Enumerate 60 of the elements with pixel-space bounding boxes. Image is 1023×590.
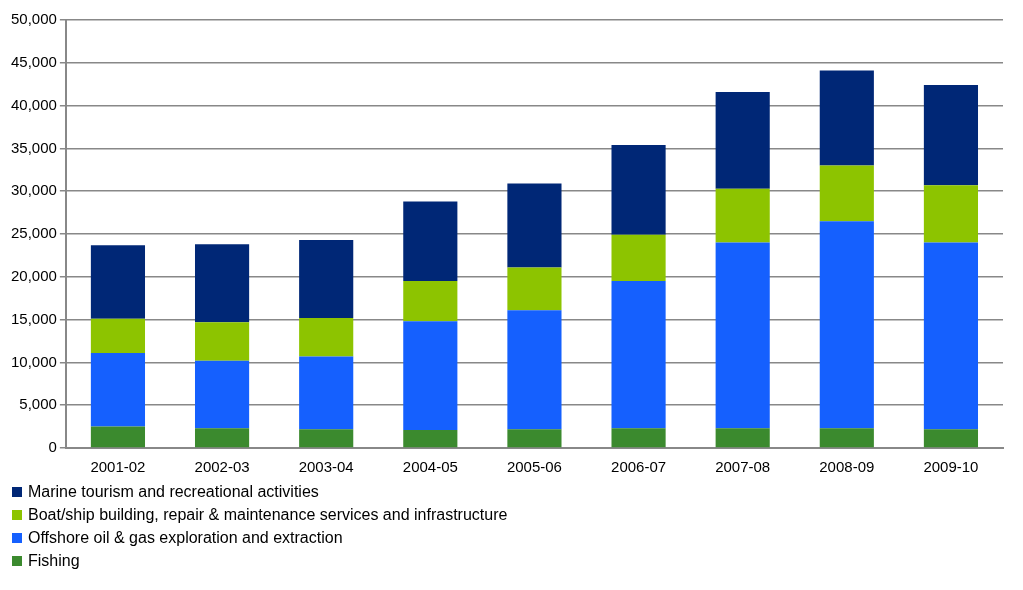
bar — [923, 242, 979, 430]
bar — [715, 428, 770, 448]
bar — [715, 242, 770, 429]
bar — [299, 317, 354, 357]
bar — [819, 70, 874, 166]
legend-label: Marine tourism and recreational activities — [28, 482, 319, 502]
bar — [90, 426, 146, 448]
bar — [299, 429, 354, 448]
bar — [923, 85, 979, 186]
y-tick-label: 45,000 — [10, 52, 57, 70]
y-tick-label: 25,000 — [10, 224, 57, 242]
bar — [507, 267, 562, 311]
bar — [299, 239, 354, 318]
y-tick-label: 5,000 — [19, 395, 57, 413]
bar — [194, 322, 250, 361]
bar — [923, 185, 979, 243]
y-tick-label: 35,000 — [10, 138, 57, 156]
bar — [90, 318, 146, 353]
x-tick-label: 2001-02 — [90, 458, 146, 476]
bar — [403, 430, 458, 448]
x-tick-label: 2004-05 — [402, 458, 458, 476]
bar — [611, 281, 666, 429]
x-tick-label: 2009-10 — [923, 458, 979, 476]
y-tick-label: 40,000 — [10, 95, 57, 113]
bar — [299, 356, 354, 430]
bar — [90, 352, 146, 427]
y-tick-label: 20,000 — [10, 266, 57, 284]
x-tick-label: 2003-04 — [298, 458, 354, 476]
bar — [507, 183, 562, 268]
x-tick-label: 2008-09 — [819, 458, 875, 476]
bar — [507, 310, 562, 430]
bar — [611, 144, 666, 235]
x-tick-label: 2007-08 — [715, 458, 771, 476]
y-tick-label: 10,000 — [10, 352, 57, 370]
bar — [819, 221, 874, 429]
y-tick-label: 0 — [48, 438, 57, 456]
y-tick-label: 15,000 — [10, 309, 57, 327]
bar — [194, 428, 250, 448]
bar — [403, 321, 458, 431]
bar — [403, 281, 458, 322]
bar — [507, 429, 562, 448]
bar — [819, 428, 874, 448]
bar — [923, 429, 979, 448]
bar — [611, 234, 666, 282]
bar — [90, 245, 146, 319]
y-tick-label: 50,000 — [10, 10, 57, 28]
legend-label: Boat/ship building, repair & maintenance services and infrastructure — [28, 505, 508, 525]
bar — [403, 201, 458, 282]
bar — [611, 428, 666, 448]
bar — [819, 165, 874, 222]
x-tick-label: 2006-07 — [611, 458, 667, 476]
y-tick-label: 30,000 — [10, 181, 57, 199]
bar — [715, 188, 770, 243]
x-tick-label: 2005-06 — [506, 458, 562, 476]
legend-label: Offshore oil & gas exploration and extraction — [28, 528, 343, 548]
bar — [715, 91, 770, 189]
bar — [194, 244, 250, 323]
bar — [194, 360, 250, 429]
legend-label: Fishing — [28, 551, 80, 571]
x-tick-label: 2002-03 — [194, 458, 250, 476]
